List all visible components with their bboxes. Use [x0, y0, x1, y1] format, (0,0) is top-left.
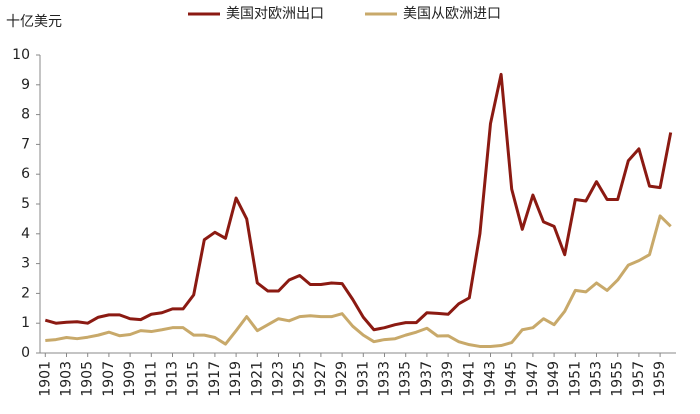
x-tick-label: 1921 — [249, 361, 265, 397]
x-tick-label: 1945 — [504, 361, 520, 397]
legend-label: 美国对欧洲出口 — [226, 6, 324, 22]
x-tick-label: 1953 — [589, 361, 605, 397]
y-tick-label: 4 — [21, 226, 30, 242]
series-line — [44, 72, 673, 332]
x-tick-label: 1935 — [398, 361, 414, 397]
x-tick-label: 1915 — [186, 361, 202, 397]
y-tick-label: 0 — [21, 345, 30, 361]
x-tick-label: 1929 — [334, 361, 350, 397]
x-tick-label: 1905 — [80, 361, 96, 397]
x-tick-label: 1947 — [525, 361, 541, 397]
y-tick-label: 5 — [21, 196, 30, 212]
x-tick-label: 1907 — [101, 361, 117, 397]
x-tick-label: 1909 — [122, 361, 138, 397]
x-tick-label: 1933 — [377, 361, 393, 397]
x-tick-label: 1939 — [440, 361, 456, 397]
y-tick-label: 9 — [21, 77, 30, 93]
x-tick-label: 1923 — [271, 361, 287, 397]
x-tick-label: 1925 — [292, 361, 308, 397]
x-tick-label: 1951 — [567, 361, 583, 397]
y-tick-label: 10 — [12, 47, 30, 63]
x-tick-label: 1927 — [313, 361, 329, 397]
x-tick-label: 1903 — [59, 361, 75, 397]
y-tick-label: 3 — [21, 256, 30, 272]
y-axis-label: 十亿美元 — [6, 14, 62, 30]
x-tick-label: 1911 — [143, 361, 159, 397]
x-tick-label: 1941 — [461, 361, 477, 397]
x-tick-label: 1917 — [207, 361, 223, 397]
x-tick-label: 1913 — [165, 361, 181, 397]
y-tick-label: 8 — [21, 107, 30, 123]
y-tick-label: 7 — [21, 136, 30, 152]
series-line — [45, 214, 672, 348]
x-tick-label: 1959 — [652, 361, 668, 397]
x-tick-label: 1937 — [419, 361, 435, 397]
x-tick-label: 1919 — [228, 361, 244, 397]
y-tick-label: 1 — [21, 315, 30, 331]
x-tick-label: 1949 — [546, 361, 562, 397]
x-tick-label: 1957 — [631, 361, 647, 397]
legend-label: 美国从欧洲进口 — [403, 6, 501, 22]
x-tick-label: 1901 — [37, 361, 53, 397]
y-tick-label: 2 — [21, 285, 30, 301]
x-tick-label: 1943 — [483, 361, 499, 397]
y-tick-label: 6 — [21, 166, 30, 182]
x-tick-label: 1931 — [355, 361, 371, 397]
x-tick-label: 1955 — [610, 361, 626, 397]
